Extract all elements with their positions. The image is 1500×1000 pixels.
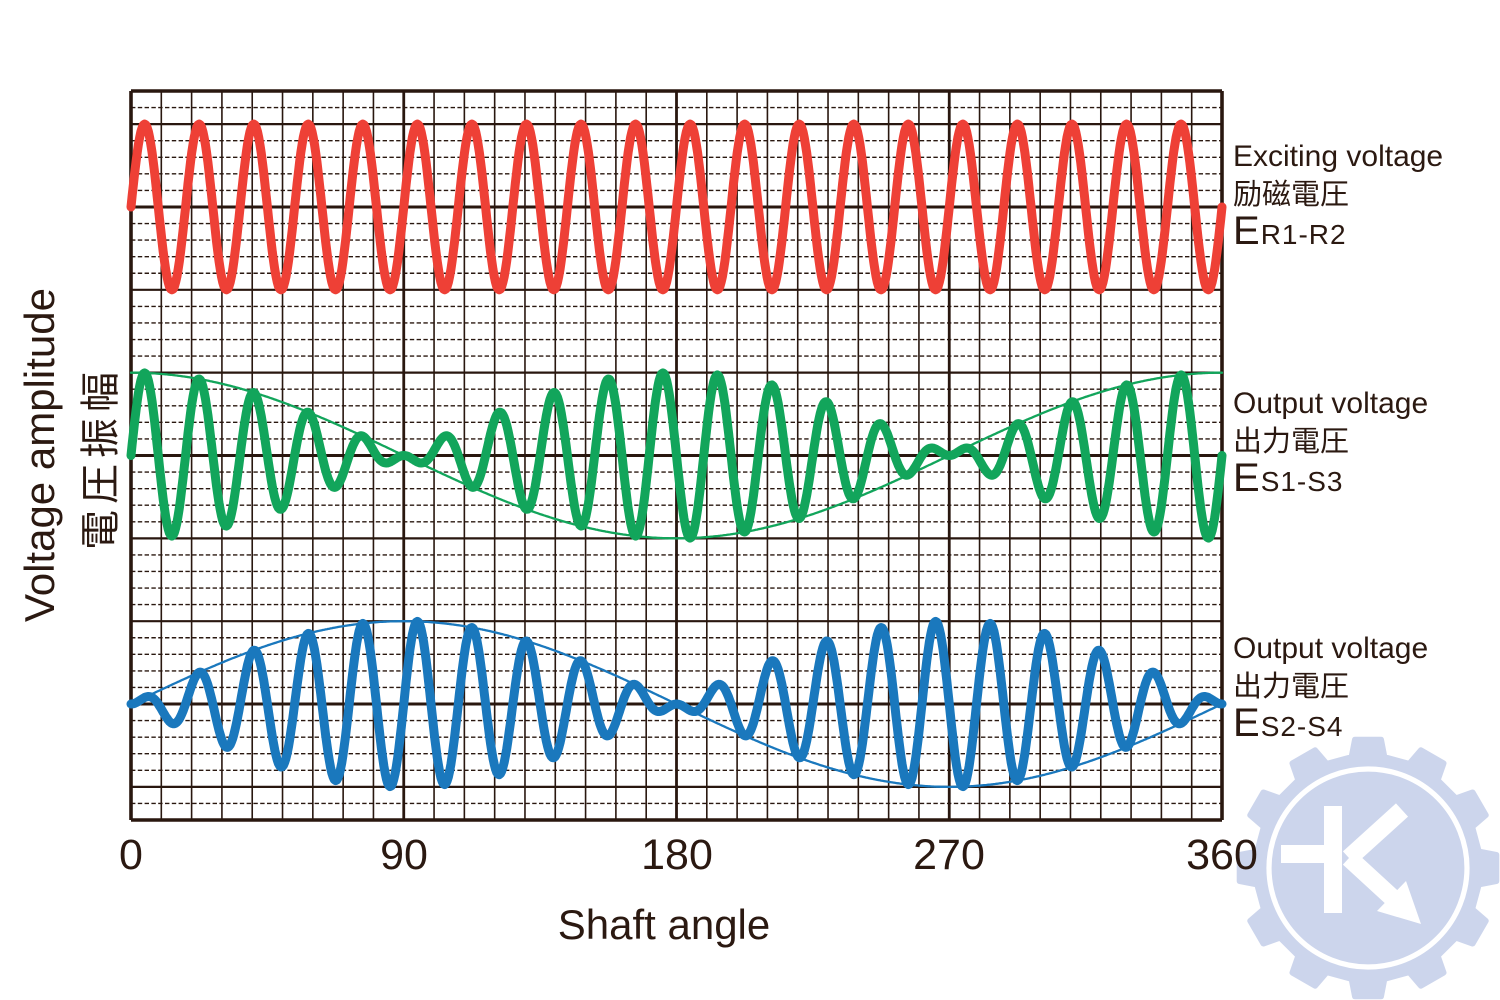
series-label-output-voltage-s2-s4: Output voltage 出力電圧 E S2-S4 — [1233, 632, 1498, 752]
y-axis-label-en: Voltage amplitude — [16, 288, 63, 622]
series-label-en: Output voltage — [1233, 632, 1429, 665]
series-label-en: Exciting voltage — [1233, 140, 1444, 173]
gear-inner-ring — [1266, 766, 1470, 970]
series-label-en: Output voltage — [1233, 387, 1429, 420]
series-symbol-main: E — [1233, 456, 1260, 500]
series-label-exciting-voltage: Exciting voltage 励磁電圧 E R1-R2 — [1233, 140, 1498, 260]
series-symbol-main: E — [1233, 701, 1260, 745]
y-axis-label-jp: 電圧振幅 — [79, 366, 123, 550]
series-symbol: E S1-S3 — [1233, 456, 1344, 501]
output-voltage-s1-s3-waveform — [126, 368, 1227, 543]
output-voltage-s2-s4-waveform — [126, 616, 1227, 792]
gear-logo-watermark — [1236, 736, 1500, 1000]
series-label-jp: 出力電圧 — [1233, 426, 1350, 458]
k-arrow-glyph — [1281, 803, 1421, 924]
x-tick-270: 270 — [913, 831, 985, 879]
series-label-jp: 励磁電圧 — [1233, 179, 1350, 211]
series-symbol-sub: R1-R2 — [1260, 219, 1347, 250]
x-tick-360: 360 — [1186, 831, 1258, 879]
series-symbol: E R1-R2 — [1233, 209, 1347, 254]
series-label-output-voltage-s1-s3: Output voltage 出力電圧 E S1-S3 — [1233, 387, 1498, 507]
exciting-voltage-waveform — [126, 119, 1227, 295]
x-tick-0: 0 — [119, 831, 143, 879]
series-symbol: E S2-S4 — [1233, 701, 1344, 746]
waveforms — [126, 119, 1227, 792]
series-symbol-sub: S2-S4 — [1260, 711, 1344, 742]
series-symbol-sub: S1-S3 — [1260, 466, 1344, 497]
series-symbol-main: E — [1233, 209, 1260, 253]
x-axis-title: Shaft angle — [557, 901, 771, 948]
x-tick-180: 180 — [641, 831, 713, 879]
x-tick-90: 90 — [380, 831, 428, 879]
series-label-jp: 出力電圧 — [1233, 671, 1350, 703]
